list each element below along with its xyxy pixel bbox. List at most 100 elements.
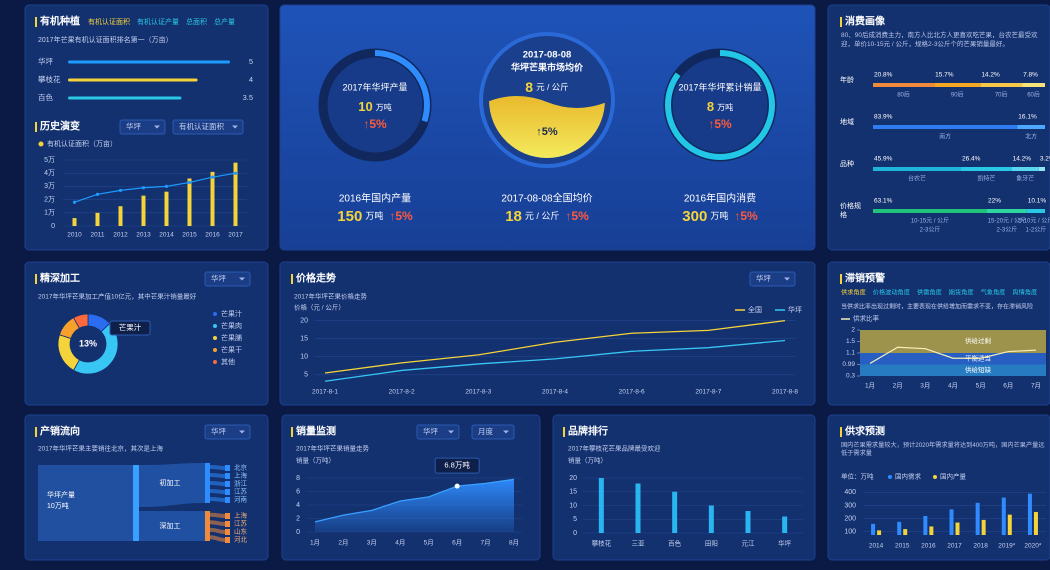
legend-dot — [213, 360, 217, 364]
panel-title: 品牌排行 — [568, 425, 608, 438]
line-point — [164, 184, 169, 188]
kpi-title: 华坪芒果市场均价 — [511, 61, 584, 72]
dropdown[interactable] — [204, 424, 251, 440]
y-tick-label: 20 — [300, 317, 308, 324]
tab[interactable]: 供求角度 — [841, 289, 866, 297]
x-tick-label: 6月 — [1003, 382, 1013, 390]
y-tick-label: 0.99 — [842, 361, 855, 368]
line — [869, 346, 1037, 364]
kpi-unit: 万吨 — [365, 210, 383, 221]
bar — [981, 519, 986, 535]
stat-title: 2016年国内消费 — [684, 192, 756, 205]
x-tick-label: 2019* — [998, 543, 1015, 550]
tab[interactable]: 供需角度 — [917, 289, 942, 297]
dropdown-label: 华坪 — [211, 273, 226, 283]
band-label: 供给过剩 — [965, 336, 991, 345]
bar — [118, 206, 123, 226]
panel-title: 供求预测 — [844, 425, 885, 438]
flow-node — [205, 463, 210, 503]
flow-target — [225, 537, 230, 543]
bar — [975, 502, 980, 535]
legend-dot — [213, 336, 217, 340]
dropdown[interactable] — [204, 271, 251, 287]
bar — [164, 191, 169, 226]
legend-label: 芒果肉 — [221, 321, 242, 330]
legend-label: 国内产量 — [940, 472, 967, 481]
area — [315, 479, 514, 532]
segment-label: 台农芒 — [908, 175, 926, 183]
title-accent — [563, 427, 565, 437]
dropdown[interactable] — [119, 119, 166, 135]
x-tick-label: 三亚 — [632, 540, 646, 548]
donut-center-label: 13% — [79, 338, 97, 348]
y-tick-label: 0 — [573, 530, 577, 537]
tab[interactable]: 舆情角度 — [1012, 289, 1037, 297]
x-tick-label: 4月 — [948, 382, 958, 390]
tooltip — [109, 320, 151, 336]
segment-label: 南方 — [939, 133, 951, 141]
segment-value: 15.7% — [935, 72, 954, 79]
dropdown[interactable] — [471, 424, 515, 440]
band-label: 供给短缺 — [965, 365, 992, 374]
dropdown[interactable] — [749, 271, 796, 287]
flow-link — [209, 489, 226, 494]
legend-dot — [933, 475, 937, 479]
dropdown-caret — [232, 125, 238, 129]
x-tick-label: 2014 — [869, 543, 884, 550]
title-accent — [35, 427, 37, 437]
tooltip-label: 6.8万吨 — [444, 460, 470, 470]
dropdown-caret — [239, 277, 245, 281]
x-tick-label: 2011 — [91, 232, 105, 239]
panel — [279, 261, 816, 406]
kpi-unit: 万吨 — [710, 210, 728, 221]
x-tick-label: 2月 — [338, 539, 348, 547]
title-accent — [35, 17, 37, 27]
tab[interactable]: 有机认证产量 — [137, 17, 179, 26]
x-tick-label: 攀枝花 — [592, 539, 612, 548]
segment-value: 83.9% — [874, 114, 893, 121]
x-tick-label: 2月 — [893, 382, 903, 390]
y-tick-label: 1万 — [44, 209, 55, 217]
target-label: 河北 — [234, 536, 248, 544]
flow-node — [133, 465, 139, 541]
y-tick-label: 15 — [300, 336, 308, 343]
kpi-value: 300 — [682, 208, 707, 225]
kpi-unit: 万吨 — [376, 102, 392, 112]
legend-dot — [213, 324, 217, 328]
tab[interactable]: 有机认证面积 — [88, 17, 130, 26]
kpi-value: 8 — [707, 99, 714, 114]
dropdown[interactable] — [172, 119, 244, 135]
tab[interactable]: 气象角度 — [981, 289, 1006, 297]
dropdown[interactable] — [416, 424, 460, 440]
panel-title: 滞销预警 — [845, 272, 885, 285]
line-point — [233, 171, 238, 175]
panel-title: 消费画像 — [845, 15, 886, 28]
x-tick-label: 2017-8-4 — [542, 389, 568, 396]
flow-link — [209, 535, 226, 542]
tab[interactable]: 总产量 — [214, 17, 235, 26]
x-tick-label: 5月 — [424, 539, 434, 547]
tab[interactable]: 价格波动角度 — [873, 289, 910, 297]
label: 2017年攀枝花芒果品牌最受欢迎 — [568, 444, 661, 453]
bar — [68, 96, 182, 100]
y-tick-label: 2 — [296, 515, 300, 522]
y-tick-label: 15 — [569, 489, 577, 496]
legend-dot — [38, 141, 44, 147]
tab[interactable]: 总面积 — [186, 17, 207, 26]
title-accent — [35, 274, 37, 284]
x-tick-label: 3月 — [920, 382, 930, 390]
segment — [987, 209, 1027, 213]
title-accent — [291, 274, 293, 284]
y-tick-label: 20 — [569, 475, 577, 482]
description: 80、90后成消费主力，南方人比北方人更喜欢吃芒果，台农芒最受欢迎，单价10-1… — [841, 32, 1038, 48]
label: 2017年华坪芒果主要销往北京，其次是上海 — [38, 444, 163, 453]
value-label: 4 — [249, 75, 253, 84]
bar — [95, 212, 100, 226]
segment-sublabel: 2-3公斤 — [997, 226, 1018, 234]
segment-sublabel: 1-2公斤 — [1026, 226, 1047, 234]
panel-title: 产销流向 — [40, 425, 80, 438]
segment-label: 15-20元 / 公斤 — [988, 217, 1026, 225]
bar — [903, 529, 908, 535]
tab[interactable]: 期货角度 — [949, 289, 974, 297]
